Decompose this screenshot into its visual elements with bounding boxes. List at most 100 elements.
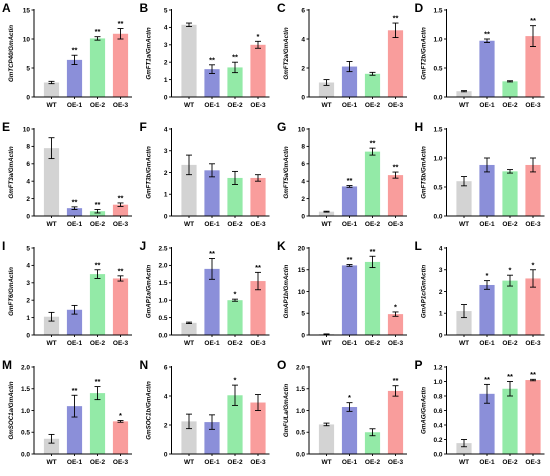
- x-tick-label: OE-3: [113, 340, 129, 347]
- panel-h: H GmFT5b/GmActin WT OE-1 OE-2 OE-3 0.0 0.5 1.0 1.…: [415, 120, 545, 228]
- significance-marker: **: [255, 263, 261, 272]
- bar-oe-2: [227, 300, 243, 335]
- x-tick-label: WT: [459, 340, 469, 347]
- x-tick-label: OE-1: [479, 102, 495, 109]
- error-bar: [117, 202, 124, 207]
- y-tick-label: 1.0: [296, 408, 305, 415]
- error-bar: [117, 28, 124, 40]
- error-bar: [323, 210, 330, 213]
- error-bar: [392, 311, 399, 317]
- significance-marker: **: [118, 19, 124, 28]
- error-bar: [71, 304, 78, 315]
- bar-wt: [318, 211, 335, 216]
- bar-oe-2: [502, 171, 518, 216]
- x-tick-label: WT: [321, 459, 331, 466]
- y-tick-label: 0.5: [21, 430, 30, 437]
- y-tick-label: 8: [301, 144, 305, 151]
- y-tick-label: 1.0: [433, 379, 442, 386]
- significance-marker: **: [507, 372, 513, 381]
- panel-i: I GmFT6/GmActin WT OE-1 ** OE-2 ** OE-3 0 1 2 3 4 5: [2, 239, 132, 347]
- y-tick-label: 0: [26, 332, 30, 339]
- x-tick-label: WT: [46, 340, 56, 347]
- error-bar: [461, 90, 467, 93]
- bar-oe-3: [112, 33, 129, 97]
- y-tick-label: 3: [164, 42, 168, 49]
- error-bar: [117, 420, 124, 423]
- x-tick-label: WT: [459, 221, 469, 228]
- y-tick-label: 10: [298, 126, 306, 133]
- error-bar: [507, 274, 513, 287]
- y-tick-label: 1.5: [433, 7, 442, 14]
- y-tick-label: 5: [26, 245, 30, 252]
- x-tick-label: OE-3: [388, 340, 404, 347]
- y-tick-label: 0: [439, 332, 443, 339]
- bar-oe-2: [227, 67, 243, 97]
- y-axis-label: GmFT5a/GmActin: [283, 146, 290, 198]
- significance-marker: **: [118, 193, 124, 202]
- bar-oe-3: [387, 30, 404, 97]
- panel-letter: M: [2, 358, 12, 372]
- bar-oe-3: [112, 421, 129, 454]
- error-bar: [346, 185, 353, 188]
- error-bar: [232, 170, 238, 185]
- bar-oe-3: [387, 314, 404, 335]
- bar-oe-1: [479, 284, 495, 335]
- panel-o: O GmFULa/GmActin WT * OE-1 OE-2 ** OE-3 0.0 0.5 1.…: [277, 358, 407, 466]
- significance-marker: **: [72, 46, 78, 55]
- y-tick-label: 1.5: [296, 386, 305, 393]
- y-tick-label: 1.0: [158, 298, 167, 305]
- panel-g: G GmFT5a/GmActin WT ** OE-1 ** OE-2 ** OE-3 0 2 4 6 8…: [277, 120, 407, 228]
- panel-letter: A: [2, 1, 11, 15]
- panel-letter: J: [140, 239, 147, 253]
- y-tick-label: 10: [23, 126, 31, 133]
- bar-oe-1: [479, 40, 495, 97]
- x-tick-label: OE-2: [90, 221, 106, 228]
- bar-wt: [456, 91, 472, 97]
- panel-letter: O: [277, 358, 286, 372]
- bar-wt: [318, 82, 335, 97]
- error-bar: [461, 176, 467, 187]
- y-tick-label: 6: [301, 161, 305, 168]
- x-tick-label: OE-3: [113, 459, 129, 466]
- x-tick-label: WT: [321, 102, 331, 109]
- x-tick-label: OE-2: [90, 340, 106, 347]
- significance-marker: **: [95, 377, 101, 386]
- x-tick-label: WT: [321, 221, 331, 228]
- y-tick-label: 1: [164, 77, 168, 84]
- bar-oe-1: [204, 170, 220, 216]
- bar-oe-1: [479, 393, 495, 454]
- y-axis-label: GmFT6/GmActin: [8, 267, 15, 316]
- significance-marker: *: [509, 266, 512, 275]
- y-tick-label: 4: [301, 179, 305, 186]
- panel-letter: L: [415, 239, 422, 253]
- y-axis-label: GmTCP40/GmActin: [8, 25, 15, 82]
- error-bar: [71, 54, 78, 65]
- significance-marker: *: [394, 302, 397, 311]
- y-tick-label: 2: [164, 422, 168, 429]
- y-axis-label: GmFT5b/GmActin: [421, 146, 428, 199]
- significance-marker: **: [95, 200, 101, 209]
- bar-wt: [456, 443, 472, 454]
- x-tick-label: OE-3: [113, 102, 129, 109]
- error-bar: [461, 439, 467, 448]
- significance-marker: **: [393, 163, 399, 172]
- y-tick-label: 4: [164, 126, 168, 133]
- error-bar: [255, 271, 261, 291]
- y-tick-label: 3: [26, 280, 30, 287]
- y-tick-label: 0.5: [158, 315, 167, 322]
- y-tick-label: 0.0: [433, 213, 442, 220]
- bar-oe-1: [204, 69, 220, 97]
- panel-letter: F: [140, 120, 147, 134]
- bar-oe-2: [502, 280, 518, 335]
- y-tick-label: 5: [26, 65, 30, 72]
- y-tick-label: 0.0: [296, 451, 305, 458]
- y-axis-label: GmAP1a/GmActin: [146, 265, 153, 319]
- y-tick-label: 1.5: [21, 386, 30, 393]
- y-tick-label: 8: [26, 144, 30, 151]
- y-tick-label: 2: [26, 298, 30, 305]
- bar-wt: [43, 148, 60, 216]
- bar-oe-1: [204, 268, 220, 335]
- significance-marker: **: [209, 249, 215, 258]
- bar-oe-2: [89, 274, 106, 335]
